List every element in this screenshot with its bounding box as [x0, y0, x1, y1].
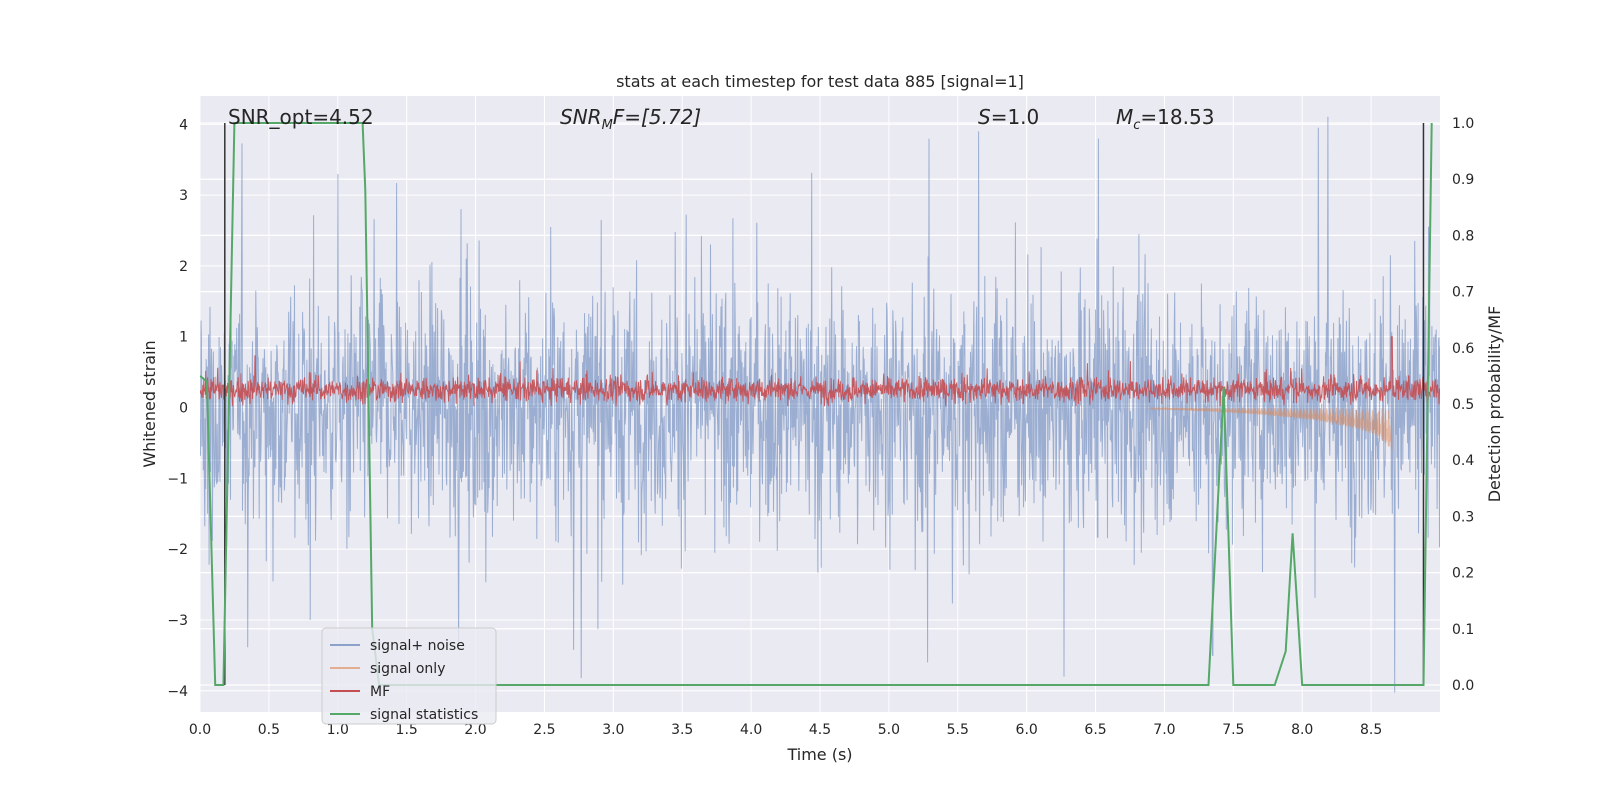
series-mf — [200, 336, 1440, 407]
y2-tick-label: 0.5 — [1452, 397, 1474, 413]
y-tick-label: −3 — [167, 613, 188, 629]
y-tick-label: 3 — [179, 188, 188, 204]
x-tick-label: 1.5 — [396, 722, 418, 738]
x-tick-label: 6.0 — [1016, 722, 1038, 738]
x-tick-label: 8.0 — [1291, 722, 1313, 738]
y-tick-labels: 4 3 2 1 0 −1 −2 −3 −4 — [167, 117, 188, 699]
y-axis-label: Whitened strain — [140, 340, 159, 467]
y2-tick-label: 0.0 — [1452, 678, 1474, 694]
y2-tick-label: 0.2 — [1452, 566, 1474, 582]
legend-label: MF — [370, 684, 390, 700]
x-tick-label: 1.0 — [327, 722, 349, 738]
x-tick-label: 8.5 — [1360, 722, 1382, 738]
x-tick-labels: 0.0 0.5 1.0 1.5 2.0 2.5 3.0 3.5 4.0 4.5 5.0 5.5 6.0 6… — [189, 722, 1382, 738]
y-tick-label: −1 — [167, 471, 188, 487]
y-tick-label: 1 — [179, 330, 188, 346]
series-signal-only — [1150, 406, 1393, 450]
y2-tick-label: 1.0 — [1452, 116, 1474, 132]
y2-tick-label: 0.4 — [1452, 453, 1474, 469]
x-tick-label: 3.0 — [602, 722, 624, 738]
x-tick-label: 4.5 — [809, 722, 831, 738]
x-tick-label: 7.5 — [1222, 722, 1244, 738]
annotation-snr-mf: SNRMF=[5.72] — [560, 105, 701, 133]
annotation-mc: Mc=18.53 — [1116, 105, 1214, 133]
series-signal-statistics — [200, 122, 1433, 686]
y2-tick-labels: 1.0 0.9 0.8 0.7 0.6 0.5 0.4 0.3 0.2 0.1 0.0 — [1452, 116, 1474, 694]
y-tick-label: −4 — [167, 684, 188, 700]
x-tick-label: 7.0 — [1153, 722, 1175, 738]
y-tick-label: 2 — [179, 259, 188, 275]
plot-area — [200, 116, 1440, 693]
legend-label: signal+ noise — [370, 638, 465, 654]
annotation-s: S=1.0 — [978, 105, 1039, 129]
chart-title: stats at each timestep for test data 885… — [616, 72, 1024, 91]
series-signal-noise — [200, 116, 1440, 693]
legend: signal+ noise signal only MF signal statist… — [321, 627, 497, 725]
legend-box — [321, 627, 497, 725]
y-tick-label: −2 — [167, 542, 188, 558]
y2-tick-label: 0.6 — [1452, 341, 1474, 357]
y-tick-label: 4 — [179, 117, 188, 133]
y2-tick-label: 0.7 — [1452, 285, 1474, 301]
x-tick-label: 6.5 — [1084, 722, 1106, 738]
x-tick-label: 5.0 — [878, 722, 900, 738]
y2-tick-label: 0.8 — [1452, 228, 1474, 244]
x-tick-label: 2.0 — [464, 722, 486, 738]
x-tick-label: 4.0 — [740, 722, 762, 738]
x-tick-label: 5.5 — [947, 722, 969, 738]
annotation-snr-opt: SNR_opt=4.52 — [228, 105, 374, 129]
y-tick-label: 0 — [179, 401, 188, 417]
legend-label: signal only — [370, 661, 445, 677]
y2-tick-label: 0.1 — [1452, 622, 1474, 638]
y2-axis-label: Detection probability/MF — [1485, 306, 1504, 503]
x-tick-label: 2.5 — [533, 722, 555, 738]
y2-tick-label: 0.3 — [1452, 509, 1474, 525]
x-tick-label: 0.0 — [189, 722, 211, 738]
x-tick-label: 0.5 — [258, 722, 280, 738]
x-axis-label: Time (s) — [786, 745, 852, 764]
legend-label: signal statistics — [370, 707, 478, 723]
x-tick-label: 3.5 — [671, 722, 693, 738]
y2-tick-label: 0.9 — [1452, 172, 1474, 188]
